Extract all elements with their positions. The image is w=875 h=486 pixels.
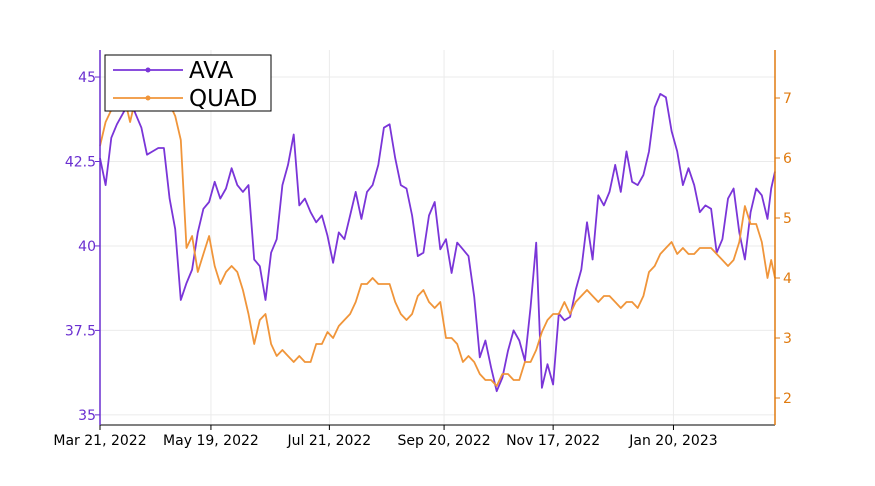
y-right-tick-label: 6: [783, 151, 792, 167]
y-right-tick-label: 5: [783, 211, 792, 227]
x-tick-label: Jan 20, 2023: [628, 433, 717, 449]
legend-label-ava: AVA: [189, 58, 234, 84]
x-tick-label: May 19, 2022: [163, 433, 259, 449]
y-left-tick-label: 45: [78, 70, 96, 86]
x-tick-label: Sep 20, 2022: [397, 433, 490, 449]
legend-marker-quad: [145, 95, 151, 101]
series-layer: [99, 93, 776, 393]
grid: [99, 50, 775, 425]
axes: Mar 21, 2022 May 19, 2022 Jul 21, 2022 Sep …: [53, 50, 792, 449]
y-left-tick-label: 40: [78, 239, 96, 255]
x-tick-label: Jul 21, 2022: [287, 433, 372, 449]
series-line-quad: [99, 97, 776, 387]
y-right-tick-label: 2: [783, 391, 792, 407]
series-line-ava: [99, 93, 776, 393]
y-right-tick-label: 3: [783, 331, 792, 347]
legend-box: [104, 54, 272, 112]
y-left-tick-label: 37.5: [65, 323, 96, 339]
legend-label-quad: QUAD: [189, 86, 257, 112]
x-tick-label: Mar 21, 2022: [53, 433, 146, 449]
y-right-tick-label: 4: [783, 271, 792, 287]
x-tick-label: Nov 17, 2022: [506, 433, 600, 449]
y-right-tick-label: 7: [783, 91, 792, 107]
y-left-tick-label: 42.5: [65, 154, 96, 170]
y-left-tick-label: 35: [78, 408, 96, 424]
legend-marker-ava: [145, 67, 151, 73]
